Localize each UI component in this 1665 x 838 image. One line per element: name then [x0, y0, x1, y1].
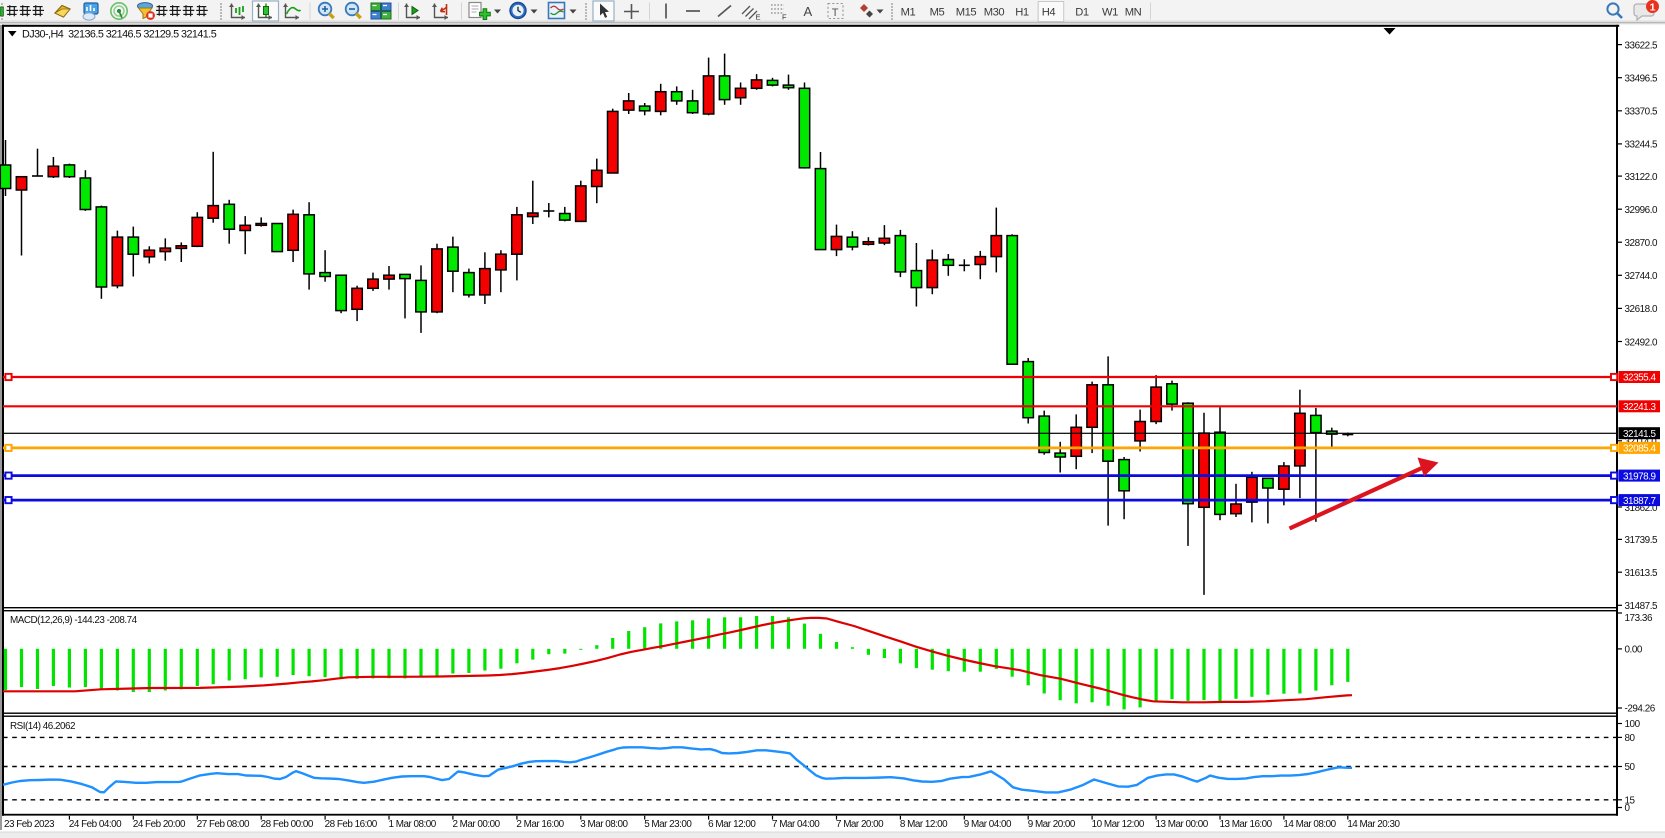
svg-text:T: T	[832, 7, 839, 19]
svg-text:7 Mar 04:00: 7 Mar 04:00	[772, 819, 820, 830]
svg-text:A: A	[804, 4, 813, 19]
svg-text:14 Mar 20:30: 14 Mar 20:30	[1347, 819, 1400, 830]
svg-text:50: 50	[1625, 762, 1636, 773]
svg-text:32355.4: 32355.4	[1623, 373, 1657, 384]
svg-text:32141.5: 32141.5	[1623, 429, 1657, 440]
svg-text:31887.7: 31887.7	[1623, 496, 1656, 507]
svg-text:32870.0: 32870.0	[1625, 238, 1659, 249]
svg-text:8 Mar 12:00: 8 Mar 12:00	[900, 819, 948, 830]
svg-text:24 Feb 20:00: 24 Feb 20:00	[133, 819, 186, 830]
svg-text:E: E	[756, 13, 761, 22]
svg-text:H4: H4	[1042, 6, 1056, 18]
svg-text:10 Mar 12:00: 10 Mar 12:00	[1092, 819, 1145, 830]
svg-text:RSI(14) 46.2062: RSI(14) 46.2062	[10, 721, 75, 732]
svg-text:M1: M1	[901, 6, 916, 18]
svg-text:100: 100	[1625, 719, 1641, 730]
svg-text:31739.5: 31739.5	[1625, 535, 1659, 546]
svg-text:7 Mar 20:00: 7 Mar 20:00	[836, 819, 884, 830]
svg-text:MACD(12,26,9) -144.23 -208.74: MACD(12,26,9) -144.23 -208.74	[10, 615, 138, 626]
svg-text:H1: H1	[1015, 6, 1029, 18]
svg-text:3 Mar 08:00: 3 Mar 08:00	[580, 819, 628, 830]
svg-text:32618.0: 32618.0	[1625, 304, 1659, 315]
svg-text:15: 15	[1625, 796, 1636, 807]
svg-text:1: 1	[1650, 2, 1656, 14]
svg-text:2 Mar 16:00: 2 Mar 16:00	[516, 819, 564, 830]
svg-text:0.00: 0.00	[1625, 645, 1643, 656]
svg-text:27 Feb 08:00: 27 Feb 08:00	[197, 819, 250, 830]
svg-text:24 Feb 04:00: 24 Feb 04:00	[69, 819, 122, 830]
svg-text:F: F	[782, 13, 787, 22]
svg-text:M15: M15	[956, 6, 977, 18]
svg-text:14 Mar 08:00: 14 Mar 08:00	[1283, 819, 1336, 830]
svg-text:0: 0	[1625, 803, 1631, 814]
svg-text:28 Feb 16:00: 28 Feb 16:00	[325, 819, 378, 830]
svg-text:M5: M5	[930, 6, 945, 18]
svg-text:32241.3: 32241.3	[1623, 402, 1657, 413]
svg-text:32492.0: 32492.0	[1625, 337, 1659, 348]
svg-text:23 Feb 2023: 23 Feb 2023	[4, 819, 55, 830]
svg-text:-294.26: -294.26	[1625, 704, 1656, 715]
svg-text:D1: D1	[1075, 6, 1089, 18]
svg-text:33370.5: 33370.5	[1625, 107, 1659, 118]
svg-text:13 Mar 16:00: 13 Mar 16:00	[1219, 819, 1272, 830]
svg-text:13 Mar 00:00: 13 Mar 00:00	[1156, 819, 1209, 830]
svg-text:MN: MN	[1125, 6, 1142, 18]
svg-text:80: 80	[1625, 733, 1636, 744]
svg-text:M30: M30	[984, 6, 1005, 18]
svg-text:33496.5: 33496.5	[1625, 74, 1659, 85]
svg-text:1 Mar 08:00: 1 Mar 08:00	[389, 819, 437, 830]
svg-text:32085.4: 32085.4	[1623, 444, 1657, 455]
svg-text:28 Feb 00:00: 28 Feb 00:00	[261, 819, 314, 830]
svg-text:33244.5: 33244.5	[1625, 140, 1659, 151]
svg-text:W1: W1	[1102, 6, 1118, 18]
svg-text:31613.5: 31613.5	[1625, 568, 1659, 579]
svg-text:173.36: 173.36	[1625, 613, 1653, 624]
svg-text:2 Mar 00:00: 2 Mar 00:00	[452, 819, 500, 830]
svg-text:5 Mar 23:00: 5 Mar 23:00	[644, 819, 692, 830]
svg-text:33622.5: 33622.5	[1625, 40, 1659, 51]
svg-text:31487.5: 31487.5	[1625, 601, 1659, 612]
svg-text:33122.0: 33122.0	[1625, 172, 1659, 183]
svg-text:31978.9: 31978.9	[1623, 471, 1657, 482]
svg-text:32996.0: 32996.0	[1625, 205, 1659, 216]
svg-text:9 Mar 20:00: 9 Mar 20:00	[1028, 819, 1076, 830]
svg-text:9 Mar 04:00: 9 Mar 04:00	[964, 819, 1012, 830]
svg-text:DJ30-,H4 32136.5 32146.5 3212: DJ30-,H4 32136.5 32146.5 32129.5 32141.5	[22, 29, 217, 41]
svg-text:6 Mar 12:00: 6 Mar 12:00	[708, 819, 756, 830]
svg-text:31862.0: 31862.0	[1625, 503, 1659, 514]
svg-text:32744.0: 32744.0	[1625, 271, 1659, 282]
